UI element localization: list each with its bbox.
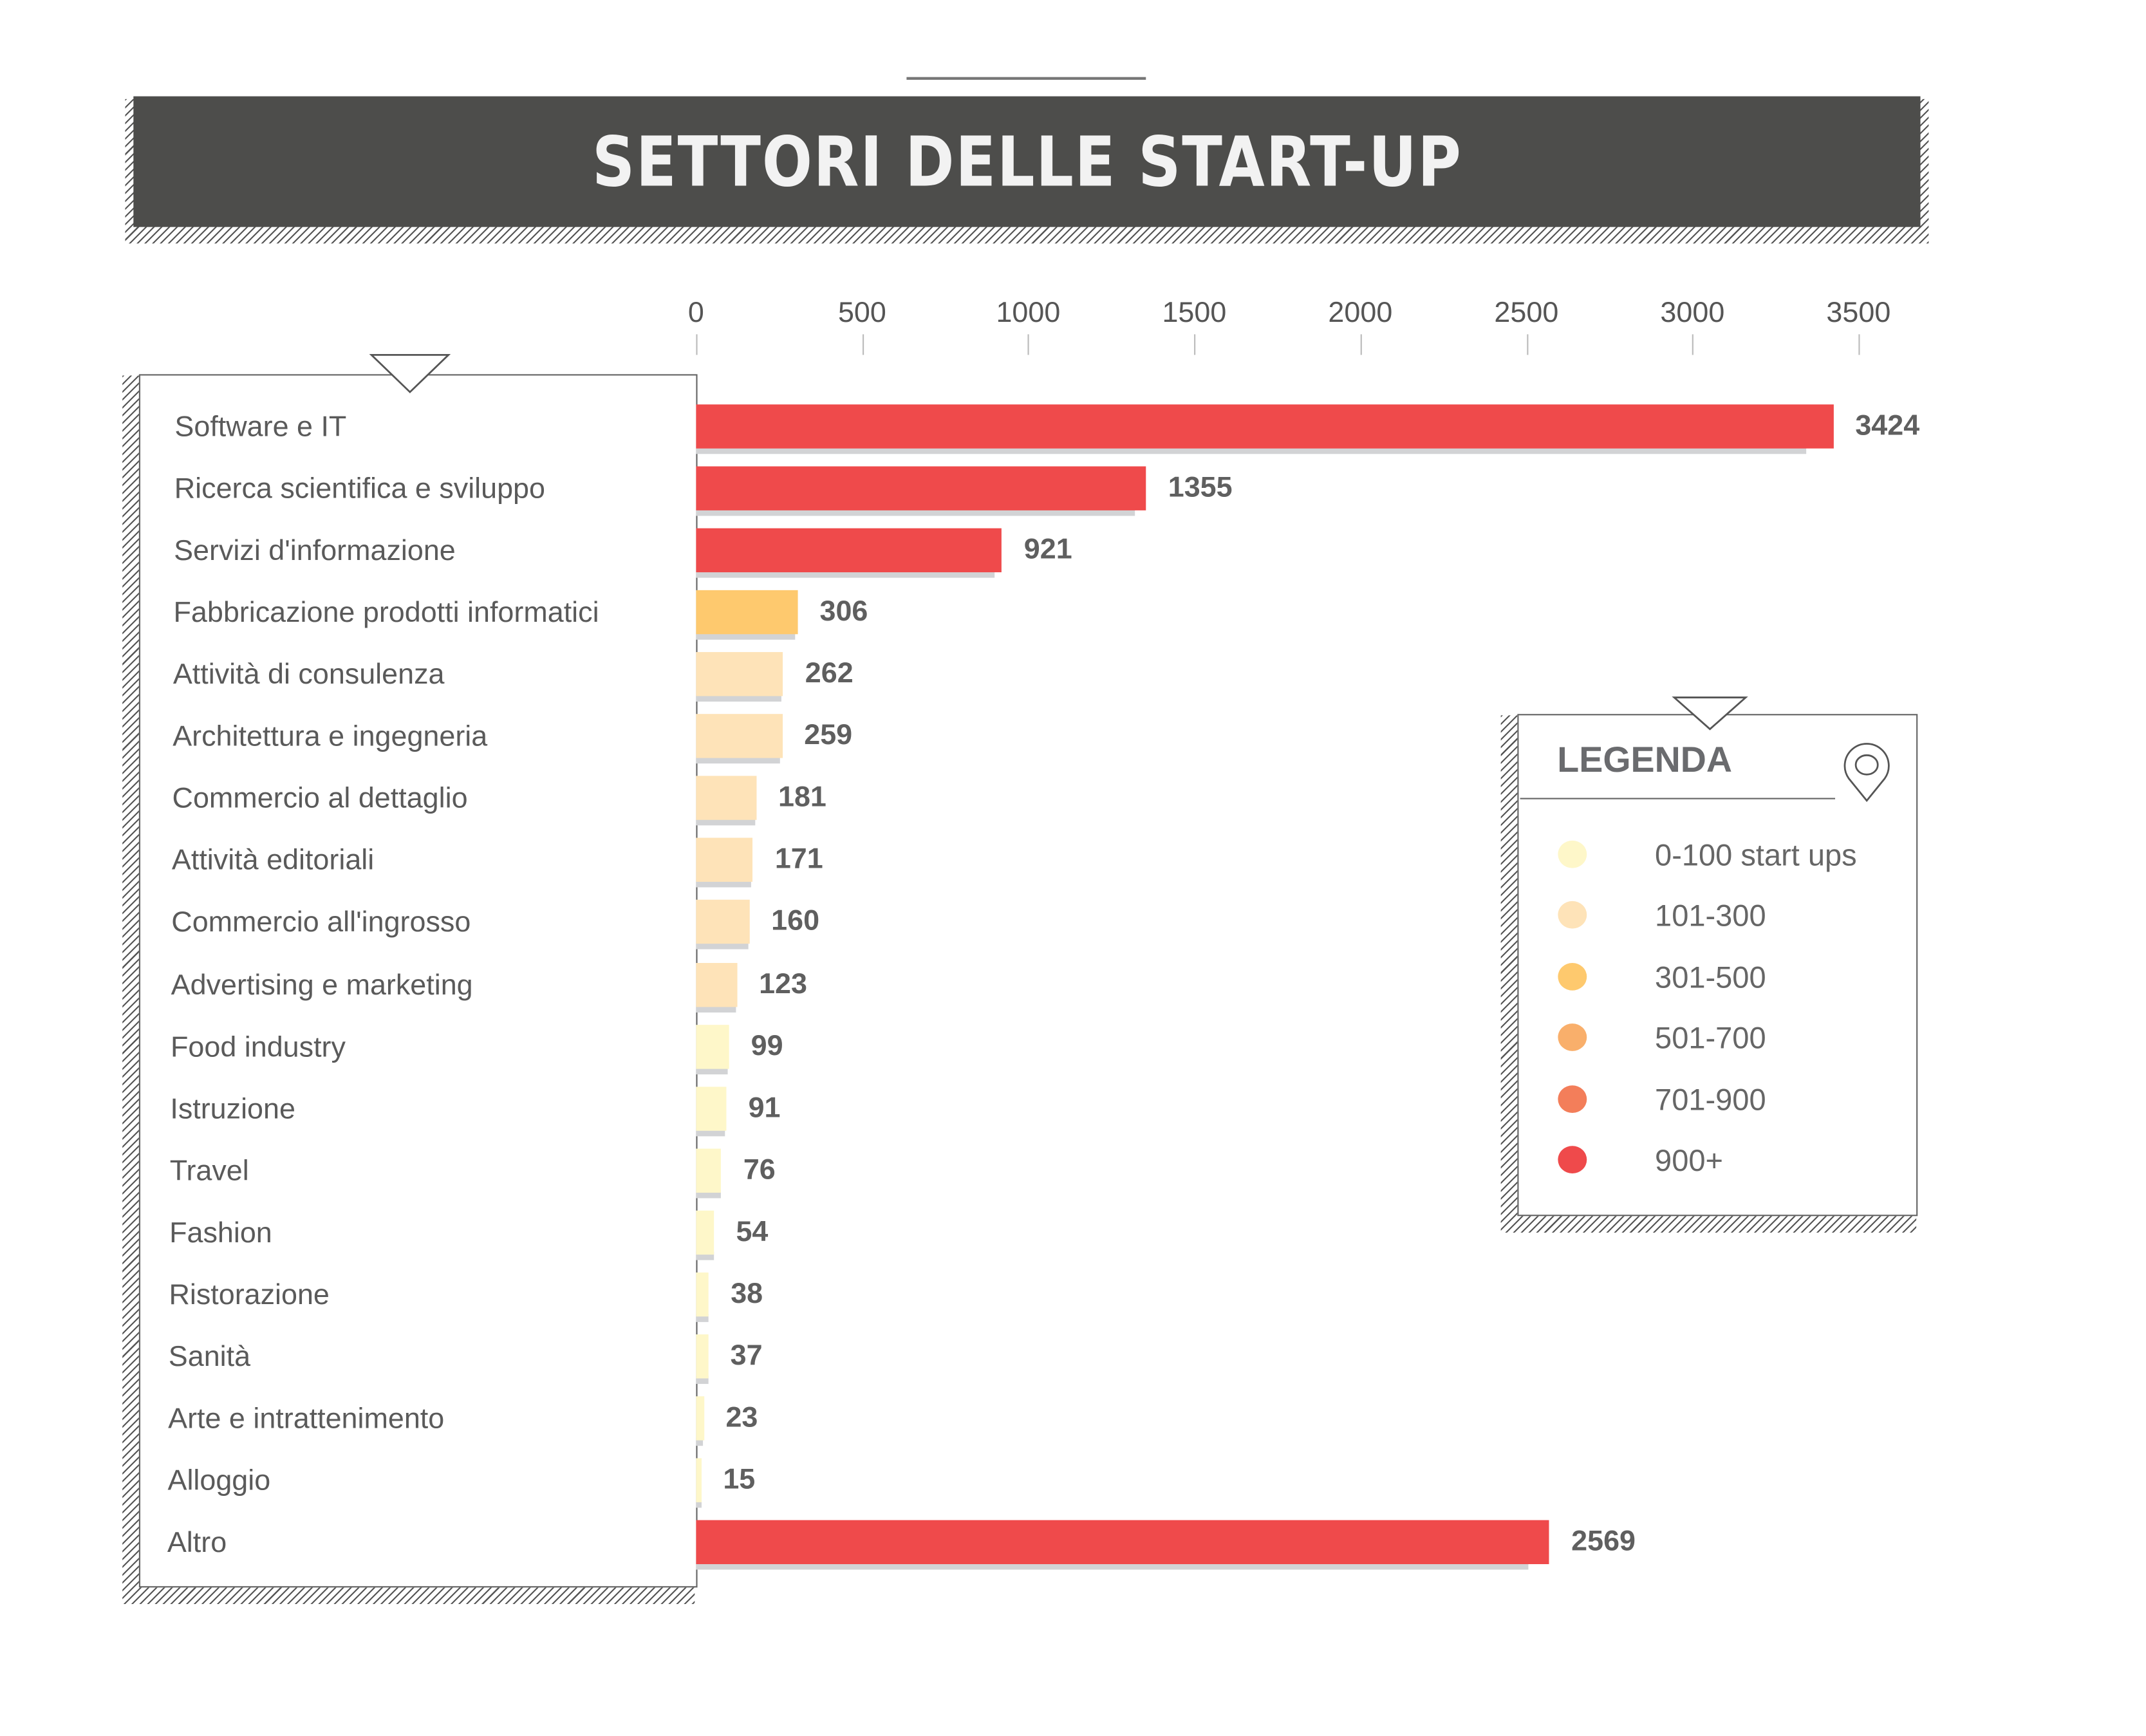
- legend-swatch: [1558, 1085, 1587, 1113]
- legend-swatch: [1558, 901, 1587, 929]
- category-label: Altro: [167, 1527, 227, 1559]
- category-labels-panel: [138, 374, 698, 1588]
- value-label: 262: [805, 658, 854, 690]
- x-tick-label: 3500: [1826, 297, 1891, 329]
- legend-label: 101-300: [1655, 899, 1766, 933]
- bar: [696, 900, 749, 945]
- value-label: 160: [771, 906, 820, 938]
- x-tick-mark: [1360, 334, 1362, 355]
- bar: [696, 1024, 729, 1069]
- legend-swatch: [1558, 1146, 1587, 1174]
- legend-label: 701-900: [1655, 1082, 1766, 1117]
- x-tick-mark: [1692, 334, 1694, 355]
- bar: [696, 1086, 727, 1131]
- legend-title: LEGENDA: [1557, 738, 1733, 780]
- legend-swatch: [1558, 962, 1587, 991]
- category-label: Attività di consulenza: [173, 659, 445, 691]
- bar: [696, 528, 1002, 573]
- value-label: 306: [819, 595, 868, 628]
- x-tick-mark: [696, 334, 698, 355]
- value-label: 123: [759, 967, 807, 1000]
- panel-pointer-icon: [369, 354, 451, 394]
- bar: [696, 1458, 702, 1502]
- category-label: Advertising e marketing: [171, 969, 473, 1001]
- x-tick-mark: [1028, 334, 1030, 355]
- value-label: 91: [748, 1092, 781, 1124]
- bar: [696, 1396, 704, 1441]
- bar: [696, 590, 798, 635]
- legend-divider: [1520, 798, 1836, 799]
- value-label: 99: [751, 1029, 783, 1062]
- map-pin-icon: [1843, 743, 1890, 803]
- category-label: Food industry: [171, 1031, 346, 1063]
- bar: [696, 962, 737, 1007]
- category-label: Arte e intrattenimento: [168, 1403, 445, 1435]
- value-label: 3424: [1855, 409, 1920, 442]
- x-tick-label: 3000: [1660, 297, 1725, 329]
- x-tick-label: 1500: [1162, 297, 1227, 329]
- title-banner: SETTORI DELLE START-UP: [133, 96, 1921, 227]
- legend-swatch: [1558, 840, 1587, 868]
- category-label: Commercio al dettaglio: [172, 783, 468, 815]
- bar: [696, 652, 783, 696]
- category-label: Istruzione: [170, 1093, 295, 1125]
- category-label: Servizi d'informazione: [174, 535, 456, 567]
- value-label: 15: [723, 1464, 756, 1496]
- category-label: Attività editoriali: [171, 845, 375, 877]
- legend-label: 0-100 start ups: [1655, 837, 1857, 872]
- value-label: 181: [778, 781, 826, 814]
- category-label: Sanità: [168, 1341, 251, 1373]
- category-label: Software e IT: [174, 411, 347, 443]
- legend-swatch: [1558, 1023, 1587, 1052]
- category-label: Commercio all'ingrosso: [171, 907, 471, 939]
- legend-label: 501-700: [1655, 1021, 1766, 1056]
- bar: [696, 776, 756, 821]
- category-label: Architettura e ingegneria: [173, 721, 488, 753]
- value-label: 921: [1023, 534, 1072, 566]
- x-tick-label: 500: [837, 297, 886, 329]
- category-label: Ristorazione: [169, 1279, 330, 1311]
- value-label: 171: [774, 843, 823, 876]
- x-tick-mark: [1858, 334, 1860, 355]
- category-label: Fashion: [169, 1217, 272, 1249]
- value-label: 37: [730, 1339, 763, 1372]
- value-label: 23: [725, 1401, 758, 1433]
- x-tick-label: 2500: [1494, 297, 1559, 329]
- value-label: 54: [736, 1215, 769, 1247]
- bar: [696, 1334, 709, 1379]
- value-label: 259: [804, 720, 853, 752]
- bar: [696, 1148, 722, 1193]
- legend-pointer-icon: [1672, 696, 1748, 731]
- x-tick-mark: [862, 334, 864, 355]
- bar-shadow: [696, 1499, 701, 1508]
- x-tick-mark: [1194, 334, 1196, 355]
- legend-box: [1517, 714, 1918, 1217]
- bar: [696, 1520, 1549, 1565]
- x-tick-mark: [1526, 334, 1528, 355]
- value-label: 2569: [1571, 1526, 1636, 1558]
- x-tick-label: 0: [687, 297, 704, 329]
- category-label: Alloggio: [167, 1465, 271, 1497]
- value-label: 76: [743, 1153, 776, 1186]
- category-label: Travel: [169, 1155, 249, 1187]
- category-label: Fabbricazione prodotti informatici: [173, 597, 599, 630]
- top-rule: [906, 77, 1146, 80]
- legend-label: 900+: [1655, 1143, 1723, 1178]
- value-label: 38: [731, 1278, 763, 1310]
- value-label: 1355: [1168, 472, 1233, 504]
- bar: [696, 838, 753, 882]
- bar: [696, 404, 1834, 449]
- bar: [696, 466, 1146, 511]
- bar-shadow: [696, 1437, 704, 1446]
- bar: [696, 1272, 709, 1316]
- x-tick-label: 2000: [1328, 297, 1393, 329]
- legend-label: 301-500: [1655, 960, 1766, 994]
- chart-title: SETTORI DELLE START-UP: [592, 122, 1462, 202]
- bar: [696, 1210, 714, 1255]
- bar: [696, 714, 783, 759]
- category-label: Ricerca scientifica e sviluppo: [174, 473, 545, 505]
- x-tick-label: 1000: [996, 297, 1061, 329]
